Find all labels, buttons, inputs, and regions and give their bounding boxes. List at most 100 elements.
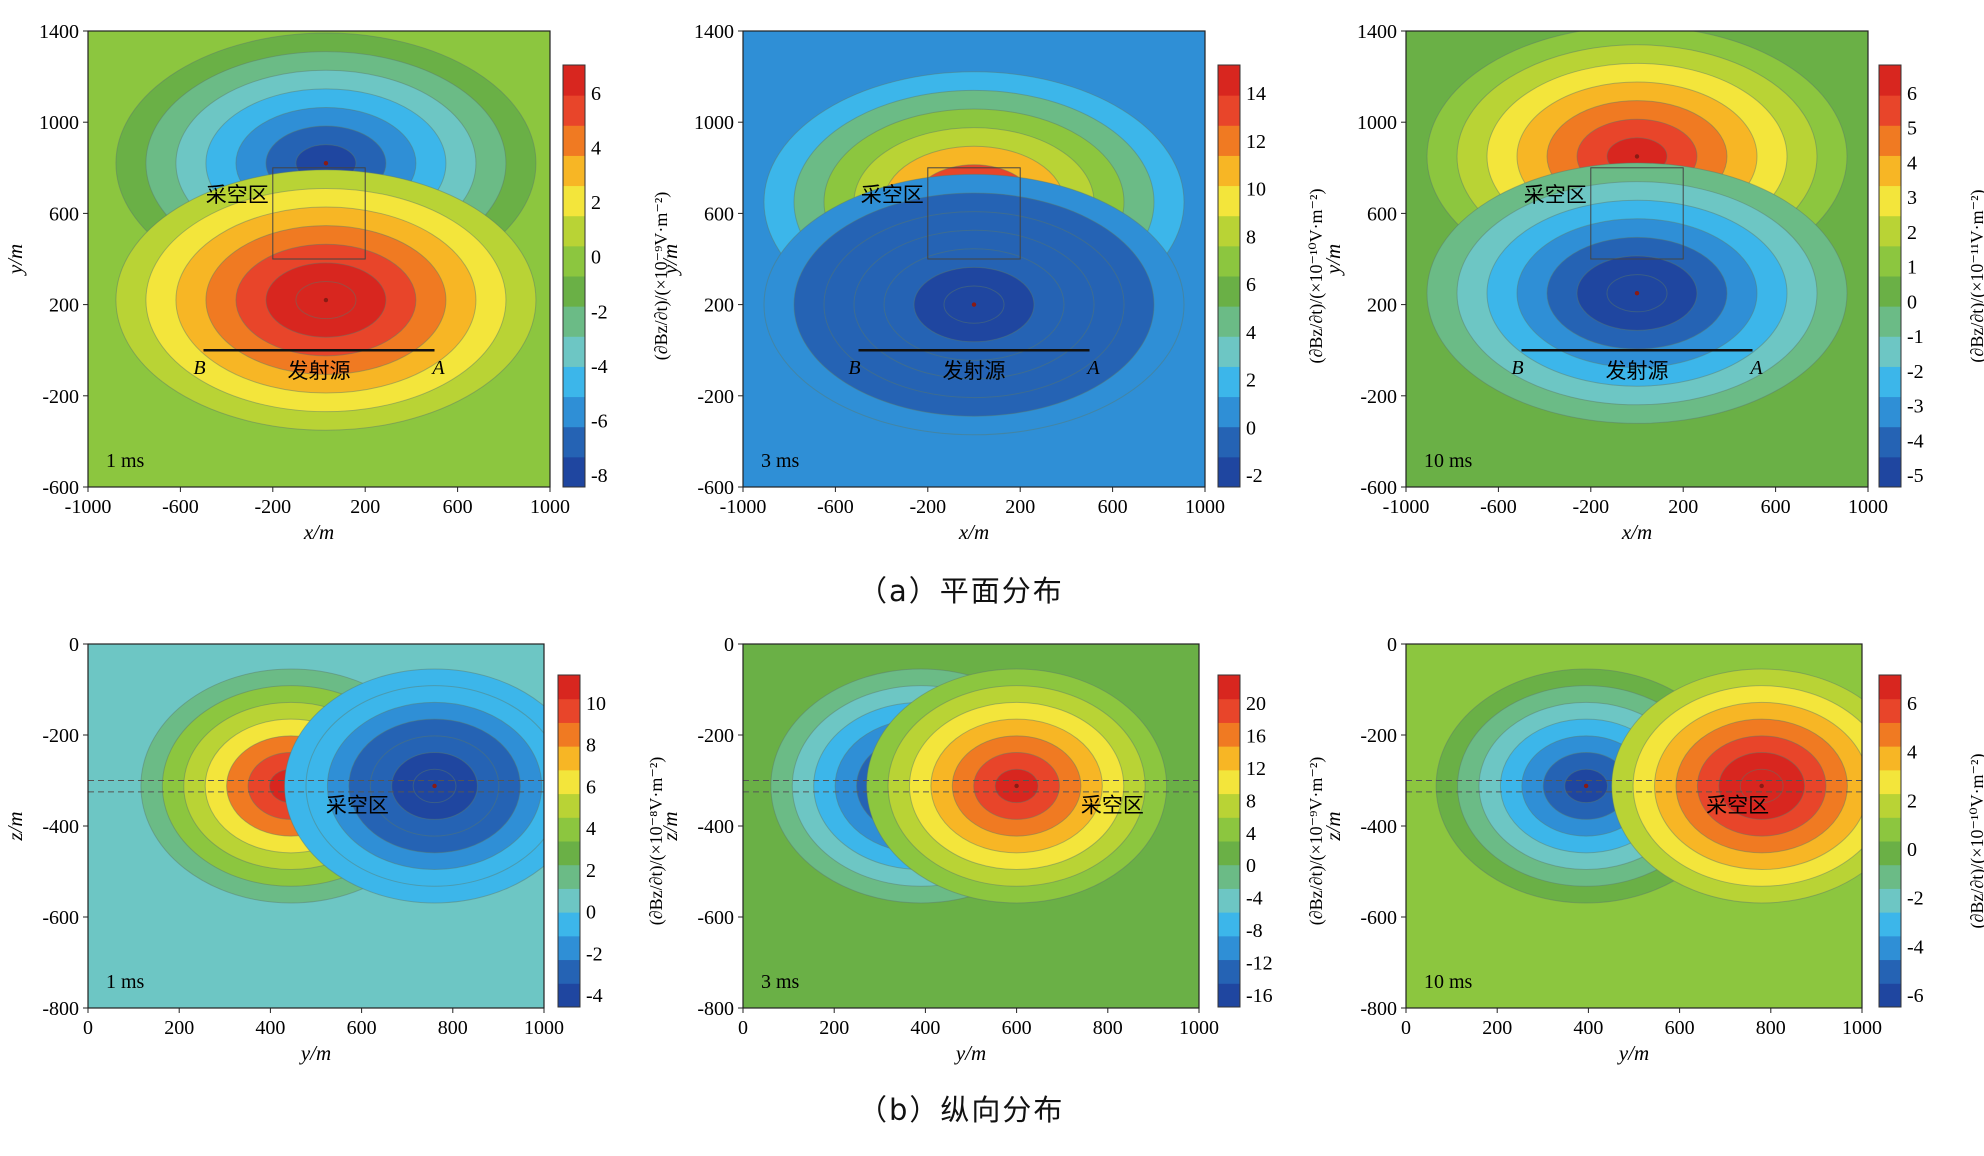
colorbar-swatch: [1879, 215, 1901, 247]
y-tick-label: -600: [697, 907, 734, 929]
x-tick-label: 200: [1482, 1017, 1512, 1039]
x-tick-label: 200: [350, 496, 380, 518]
colorbar-swatch: [558, 698, 580, 723]
colorbar-swatch: [558, 888, 580, 913]
goaf-label: 采空区: [206, 183, 269, 207]
colorbar-tick-label: -6: [591, 410, 608, 432]
colorbar-swatch: [558, 959, 580, 984]
anomaly-center: [323, 297, 329, 303]
x-axis-label: y/m: [954, 1041, 986, 1065]
anomaly-center: [1759, 783, 1764, 789]
colorbar-tick-label: 12: [1246, 131, 1266, 153]
y-axis-label: y/m: [3, 244, 27, 276]
y-axis-label: z/m: [1321, 811, 1345, 841]
x-tick-label: 600: [1098, 496, 1128, 518]
colorbar-tick-label: -2: [1246, 465, 1263, 487]
y-tick-label: -600: [42, 477, 79, 499]
y-tick-label: 200: [49, 295, 79, 317]
source-label: 发射源: [288, 359, 351, 383]
colorbar-tick-label: -16: [1246, 985, 1273, 1007]
goaf-label: 采空区: [1524, 183, 1587, 207]
goaf-outline: [272, 167, 366, 260]
x-tick-label: 1000: [524, 1017, 564, 1039]
y-tick-label: -200: [42, 725, 79, 747]
y-tick-label: 600: [49, 203, 79, 225]
colorbar-tick-label: -3: [1907, 396, 1924, 418]
colorbar-tick-label: -4: [1246, 888, 1263, 910]
colorbar-tick-label: 2: [1907, 790, 1917, 812]
colorbar-tick-label: 0: [1246, 417, 1256, 439]
x-tick-label: 0: [83, 1017, 93, 1039]
colorbar-swatch: [1218, 155, 1240, 187]
colorbar: 20 16 12 8 4 0 -4 -8 -12 -16 (∂Bz/∂t)/(×10⁻⁹V·m⁻²): [1217, 674, 1327, 1008]
source-end-a: A: [1085, 357, 1100, 379]
x-tick-label: 1000: [1179, 1017, 1219, 1039]
colorbar-swatch: [1218, 396, 1240, 428]
colorbar-swatch: [1218, 912, 1240, 937]
source-end-b: B: [193, 357, 205, 379]
colorbar-swatch: [563, 155, 585, 187]
colorbar-swatch: [1218, 125, 1240, 156]
colorbar-tick-label: 16: [1246, 725, 1266, 747]
colorbar-swatch: [1879, 306, 1901, 337]
y-tick-label: -200: [1360, 725, 1397, 747]
x-tick-label: 600: [1002, 1017, 1032, 1039]
colorbar-swatch: [563, 366, 585, 398]
anomaly-center: [1634, 154, 1640, 159]
colorbar-tick-label: 14: [1246, 83, 1266, 105]
colorbar-swatch: [1879, 769, 1901, 795]
colorbar-swatch: [1218, 336, 1240, 367]
y-tick-label: 1400: [39, 21, 79, 43]
contour-field: [1406, 644, 1862, 1008]
colorbar-swatch: [1879, 276, 1901, 307]
x-tick-label: 400: [910, 1017, 940, 1039]
colorbar-tick-label: 2: [1907, 222, 1917, 244]
plot-frame: [1405, 30, 1869, 488]
colorbar-tick-label: 8: [586, 735, 596, 757]
colorbar-swatch: [1218, 215, 1240, 247]
x-tick-label: 600: [1761, 496, 1791, 518]
colorbar-tick-label: -4: [1907, 936, 1924, 958]
y-tick-label: -800: [42, 998, 79, 1020]
x-tick-label: 800: [1756, 1017, 1786, 1039]
colorbar: 6 4 2 0 -2 -4 -6 (∂Bz/∂t)/(×10⁻¹⁰V·m⁻²): [1878, 674, 1984, 1008]
y-tick-label: 0: [1387, 634, 1397, 656]
colorbar-tick-label: 4: [586, 818, 596, 840]
source-end-b: B: [848, 357, 860, 379]
y-tick-label: 200: [1367, 295, 1397, 317]
colorbar-frame: [562, 64, 586, 488]
colorbar-tick-label: -1: [1907, 326, 1924, 348]
colorbar-swatch: [1879, 864, 1901, 889]
colorbar: 6 5 4 3 2 1 0 -1 -2 -3 -4 -5 (∂Bz/∂t)/(×10⁻¹¹V·m⁻²): [1878, 64, 1984, 488]
colorbar-tick-label: 0: [1246, 855, 1256, 877]
anomaly-center: [971, 302, 977, 307]
x-tick-label: 400: [1573, 1017, 1603, 1039]
colorbar-label: (∂Bz/∂t)/(×10⁻⁹V·m⁻²): [651, 192, 672, 361]
colorbar-swatch: [1218, 306, 1240, 337]
colorbar-swatch: [558, 793, 580, 818]
colorbar-frame: [1878, 64, 1902, 488]
colorbar-tick-label: 4: [591, 138, 601, 160]
colorbar-swatch: [563, 396, 585, 428]
colorbar-tick-label: -4: [1907, 430, 1924, 452]
colorbar-swatch: [1879, 95, 1901, 126]
colorbar-swatch: [563, 426, 585, 458]
x-tick-label: -600: [162, 496, 199, 518]
colorbar-swatch: [558, 769, 580, 795]
y-tick-label: 1400: [1357, 21, 1397, 43]
colorbar-swatch: [1879, 935, 1901, 961]
x-tick-label: 1000: [1842, 1017, 1882, 1039]
y-tick-label: -400: [697, 816, 734, 838]
colorbar-frame: [1217, 64, 1241, 488]
colorbar-swatch: [1218, 426, 1240, 458]
colorbar-tick-label: 20: [1246, 693, 1266, 715]
colorbar-swatch: [1218, 935, 1240, 961]
goaf-label: 采空区: [326, 793, 389, 817]
colorbar-tick-label: 6: [586, 776, 596, 798]
colorbar-swatch: [1879, 698, 1901, 723]
colorbar-swatch: [558, 864, 580, 889]
x-axis-label: y/m: [299, 1041, 331, 1065]
colorbar-swatch: [1879, 456, 1901, 488]
